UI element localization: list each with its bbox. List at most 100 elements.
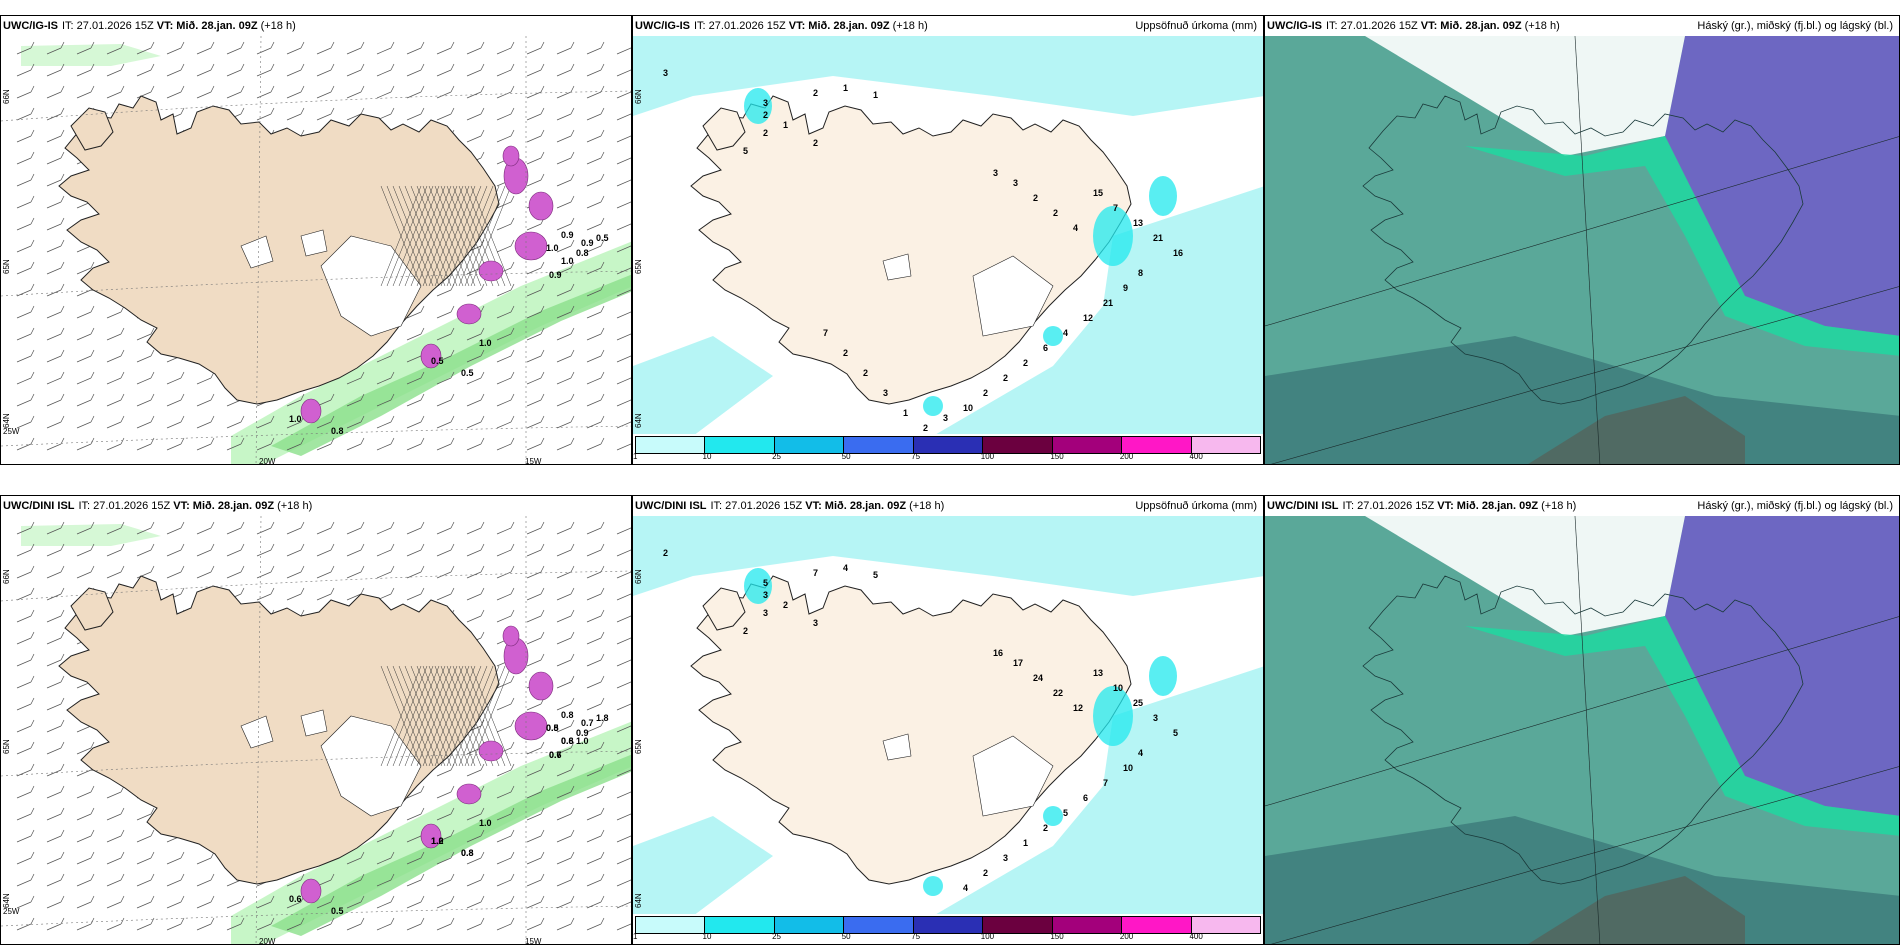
- colorbar-swatch: [844, 917, 914, 933]
- lead-time: (+18 h): [1541, 500, 1577, 512]
- precip-value-label: 12: [1083, 313, 1093, 323]
- precip-value-label: 10: [1123, 763, 1133, 773]
- value-label: 0.8: [561, 710, 574, 720]
- precip-value-label: 2: [863, 368, 868, 378]
- value-label: 1.0: [561, 256, 574, 266]
- precip-value-label: 4: [1138, 748, 1143, 758]
- hatched-snow-area: [380, 185, 512, 287]
- value-label: 1.0: [546, 243, 559, 253]
- precip-value-label: 3: [763, 590, 768, 600]
- value-label: 1.0: [479, 818, 492, 828]
- precip-value-label: 2: [1053, 208, 1058, 218]
- lead-time: (+18 h): [909, 500, 945, 512]
- precip-value-label: 4: [1063, 328, 1068, 338]
- precip-value-label: 3: [1013, 178, 1018, 188]
- value-label: 0.8: [331, 426, 344, 436]
- value-label: 1.8: [596, 713, 609, 723]
- value-label: 0.7: [581, 718, 594, 728]
- precip-value-label: 12: [1073, 703, 1083, 713]
- valid-time: VT: Mið. 28.jan. 09Z: [805, 500, 907, 512]
- valid-time: VT: Mið. 28.jan. 09Z: [788, 20, 890, 32]
- colorbar-swatch: [913, 437, 984, 453]
- precip-value-label: 7: [1103, 778, 1108, 788]
- model-name: UWC/IG-IS: [635, 20, 690, 32]
- precip-value-label: 9: [1123, 283, 1128, 293]
- precip-value-label: 24: [1033, 673, 1043, 683]
- precip-value-label: 2: [813, 88, 818, 98]
- value-label: 0.6: [561, 736, 574, 746]
- colorbar-tick: 400: [1189, 452, 1203, 461]
- value-label: 1.0: [289, 414, 302, 424]
- graticule: [1, 515, 631, 944]
- value-label: 0.8: [576, 248, 589, 258]
- colorbar-tick: 200: [1119, 452, 1134, 461]
- precip-value-label: 4: [963, 883, 968, 893]
- panel-header: UWC/IG-IS IT: 27.01.2026 15Z VT: Mið. 28…: [633, 16, 1263, 36]
- value-label: 0.5: [431, 356, 444, 366]
- value-label: 0.7: [549, 750, 562, 760]
- precip-value-label: 5: [743, 146, 748, 156]
- value-label: 0.5: [331, 906, 344, 916]
- valid-time: VT: Mið. 28.jan. 09Z: [173, 500, 275, 512]
- value-label: 0.8: [546, 723, 559, 733]
- precip-value-label: 3: [1153, 713, 1158, 723]
- axis-label: 65N: [2, 259, 11, 274]
- panel-header: UWC/DINI ISL IT: 27.01.2026 15Z VT: Mið.…: [633, 496, 1263, 516]
- magenta-precip-cells: [300, 145, 554, 424]
- colorbar-tick: 75: [911, 932, 921, 941]
- init-time: IT: 27.01.2026 15Z: [62, 20, 154, 32]
- colorbar-swatch: [636, 437, 706, 453]
- axis-label: 66N: [2, 569, 11, 584]
- precip-value-label: 1: [903, 408, 908, 418]
- axis-label: 65N: [2, 739, 11, 754]
- precip-value-label: 2: [663, 548, 668, 558]
- axis-label: 66N: [634, 89, 643, 104]
- precip-value-label: 13: [1093, 668, 1103, 678]
- axis-label: 64N: [2, 893, 11, 908]
- colorbar-tick: 100: [980, 932, 995, 941]
- colorbar-tick: 150: [1050, 932, 1064, 941]
- panel-title: Uppsöfnuð úrkoma (mm): [1135, 500, 1257, 512]
- model-name: UWC/DINI ISL: [3, 500, 75, 512]
- colorbar-swatch: [1122, 917, 1192, 933]
- precip-value-label: 5: [1173, 728, 1178, 738]
- precip-value-label: 16: [993, 648, 1003, 658]
- value-label: 1.0: [479, 338, 492, 348]
- colorbar-swatch: [983, 917, 1053, 933]
- graticule: [1265, 35, 1899, 464]
- colorbar-swatch: [844, 437, 914, 453]
- valid-time: VT: Mið. 28.jan. 09Z: [1437, 500, 1539, 512]
- lead-time: (+18 h): [277, 500, 313, 512]
- colorbar-tick: 50: [841, 932, 851, 941]
- precip-value-label: 2: [813, 138, 818, 148]
- precip-value-label: 3: [663, 68, 668, 78]
- colorbar-swatch: [636, 917, 706, 933]
- precip-value-label: 2: [843, 348, 848, 358]
- precip-cells: [744, 88, 1177, 416]
- panel-header: UWC/DINI ISL IT: 27.01.2026 15Z VT: Mið.…: [1265, 496, 1899, 516]
- precip-value-label: 16: [1173, 248, 1183, 258]
- precip-value-label: 10: [1113, 683, 1123, 693]
- precip-value-label: 3: [813, 618, 818, 628]
- value-label: 0.5: [596, 233, 609, 243]
- iceland-landmass: [690, 575, 1132, 885]
- colorbar-swatch: [705, 917, 775, 933]
- axis-label: 64N: [634, 893, 643, 908]
- iceland-landmass: [690, 95, 1132, 405]
- axis-label: 15W: [525, 457, 542, 465]
- value-label: 0.6: [549, 750, 562, 760]
- value-label: 0.8: [461, 848, 474, 858]
- precip-value-label: 7: [813, 568, 818, 578]
- precip-value-label: 5: [873, 570, 878, 580]
- axis-label: 15W: [525, 937, 542, 945]
- value-label: 0.6: [289, 894, 302, 904]
- precip-value-label: 4: [843, 563, 848, 573]
- valid-time: VT: Mið. 28.jan. 09Z: [156, 20, 258, 32]
- map-panel-dini-precip-type: UWC/DINI ISL IT: 27.01.2026 15Z VT: Mið.…: [0, 495, 632, 945]
- model-name: UWC/IG-IS: [3, 20, 58, 32]
- model-name: UWC/DINI ISL: [1267, 500, 1339, 512]
